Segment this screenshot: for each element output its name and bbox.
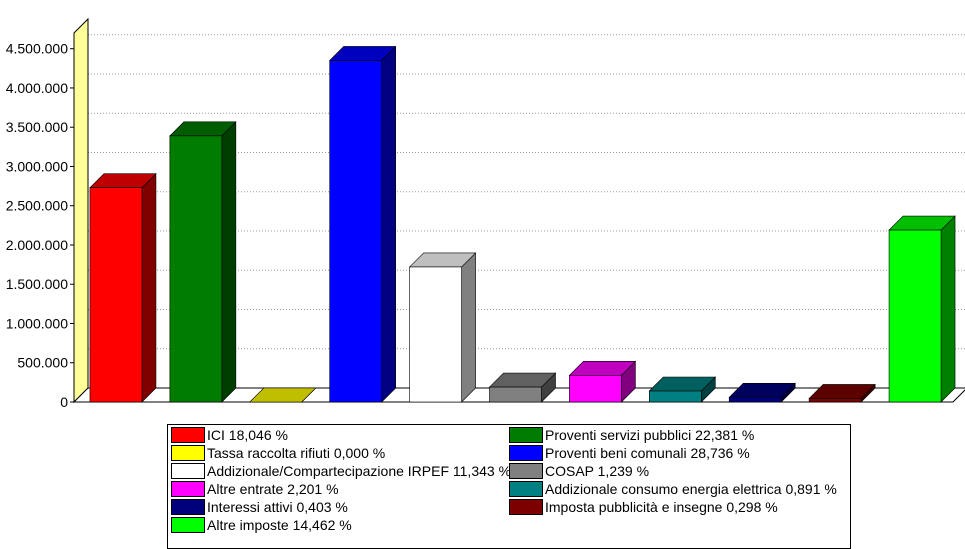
y-tick-label: 1.000.000 [6,315,68,331]
bar-side [381,45,396,403]
legend-label: Tassa raccolta rifiuti 0,000 % [207,445,386,461]
legend-swatch [171,481,205,497]
legend-label: Altre entrate 2,201 % [207,481,339,497]
bar [569,375,622,403]
legend-item: Interessi attivi 0,403 % [171,498,348,516]
bar-side [141,172,157,403]
left-wall [73,17,89,404]
legend-swatch [509,463,543,479]
legend-swatch [171,427,205,443]
bar-side [940,215,956,403]
y-tick-label: 2.500.000 [6,198,68,214]
legend-item: ICI 18,046 % [171,426,288,444]
bar-side [461,252,476,403]
legend-label: Proventi beni comunali 28,736 % [545,445,750,461]
bar-top [249,387,317,403]
legend-label: COSAP 1,239 % [545,463,650,479]
legend-swatch [509,499,543,515]
legend-swatch [171,499,205,515]
legend-item: Addizionale consumo energia elettrica 0,… [509,480,837,498]
legend-label: ICI 18,046 % [207,427,288,443]
legend-item: Proventi servizi pubblici 22,381 % [509,426,754,444]
legend-item: Imposta pubblicità e insegne 0,298 % [509,498,778,516]
y-tick-label: 4.500.000 [6,41,68,57]
legend-item: Altre entrate 2,201 % [171,480,339,498]
bar [489,386,542,403]
y-tick-label: 4.000.000 [6,80,68,96]
y-tick-label: 3.500.000 [6,119,68,135]
bar-chart: 0 500.000 1.000.000 1.500.000 2.000.000 2.500… [6,17,965,410]
legend-label: Altre imposte 14,462 % [207,517,352,533]
bar [649,390,702,403]
bar [89,187,143,403]
legend-label: Imposta pubblicità e insegne 0,298 % [545,499,778,515]
legend-item: Proventi beni comunali 28,736 % [509,444,750,462]
bar-side [221,121,237,403]
bar [888,229,942,403]
bar [409,266,462,403]
legend-item: Tassa raccolta rifiuti 0,000 % [171,444,385,462]
y-tick-label: 0 [60,394,68,410]
legend-swatch [171,517,205,533]
legend-swatch [509,445,543,461]
y-tick-label: 1.500.000 [6,276,68,292]
legend-swatch [171,463,205,479]
bar [329,60,382,403]
legend: ICI 18,046 % Proventi servizi pubblici 22… [167,424,851,549]
legend-swatch [509,481,543,497]
legend-item: COSAP 1,239 % [509,462,649,480]
legend-item: Addizionale/Compartecipazione IRPEF 11,3… [171,462,511,480]
y-tick-label: 500.000 [17,355,68,371]
y-tick-label: 2.000.000 [6,237,68,253]
legend-item: Altre imposte 14,462 % [171,516,352,534]
legend-label: Addizionale consumo energia elettrica 0,… [545,481,837,497]
bar [808,398,862,403]
legend-swatch [171,445,205,461]
bar [169,135,223,403]
legend-label: Interessi attivi 0,403 % [207,499,348,515]
legend-label: Addizionale/Compartecipazione IRPEF 11,3… [207,463,512,479]
y-tick-label: 3.000.000 [6,158,68,174]
bar [728,396,782,403]
legend-swatch [509,427,543,443]
legend-label: Proventi servizi pubblici 22,381 % [545,427,755,443]
